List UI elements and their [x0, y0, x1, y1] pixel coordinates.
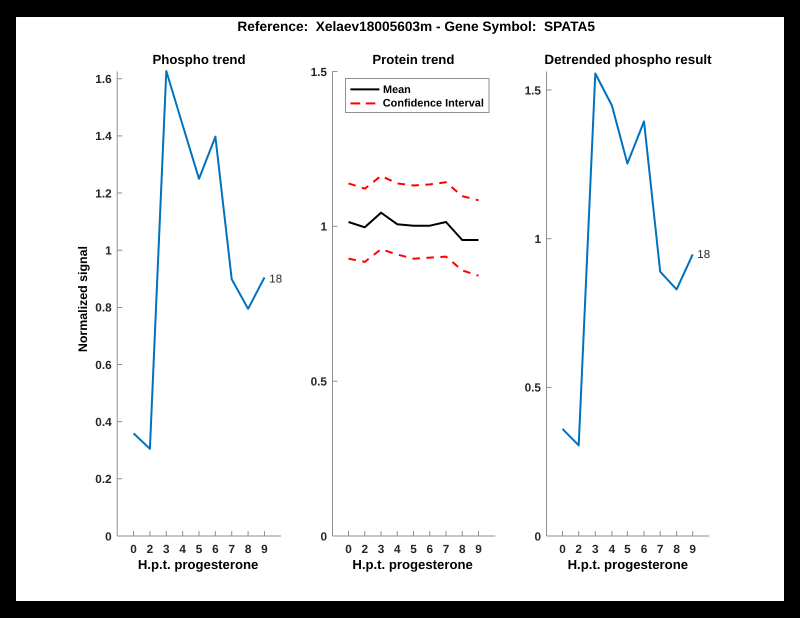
svg-text:9: 9	[475, 542, 482, 556]
svg-text:9: 9	[261, 542, 268, 556]
svg-text:1: 1	[534, 232, 541, 246]
svg-text:0.6: 0.6	[95, 358, 112, 372]
svg-text:Mean: Mean	[383, 84, 411, 96]
svg-text:1.6: 1.6	[95, 72, 112, 86]
svg-text:Reference: Xelaev18005603m -: Reference: Xelaev18005603m - Gene Symbol…	[237, 19, 595, 34]
svg-text:7: 7	[657, 542, 664, 556]
svg-text:4: 4	[179, 542, 186, 556]
svg-text:0.8: 0.8	[95, 301, 112, 315]
svg-text:18: 18	[269, 273, 282, 285]
svg-text:0: 0	[130, 542, 137, 556]
svg-text:3: 3	[378, 542, 385, 556]
svg-text:18: 18	[697, 249, 710, 261]
svg-text:0.5: 0.5	[311, 375, 328, 389]
svg-text:1.4: 1.4	[95, 129, 112, 143]
svg-text:5: 5	[624, 542, 631, 556]
svg-text:6: 6	[641, 542, 648, 556]
svg-text:2: 2	[575, 542, 582, 556]
svg-text:Detrended phospho result: Detrended phospho result	[544, 52, 712, 67]
svg-text:3: 3	[592, 542, 599, 556]
svg-text:0.2: 0.2	[95, 472, 112, 486]
svg-text:8: 8	[673, 542, 680, 556]
svg-text:H.p.t. progesterone: H.p.t. progesterone	[138, 557, 258, 572]
svg-text:0: 0	[534, 529, 541, 543]
svg-text:H.p.t. progesterone: H.p.t. progesterone	[352, 557, 472, 572]
svg-text:2: 2	[361, 542, 368, 556]
svg-text:4: 4	[394, 542, 401, 556]
svg-text:Protein trend: Protein trend	[372, 52, 454, 67]
svg-text:6: 6	[212, 542, 219, 556]
svg-text:7: 7	[228, 542, 235, 556]
svg-text:8: 8	[459, 542, 466, 556]
svg-text:0: 0	[105, 529, 112, 543]
svg-text:0.4: 0.4	[95, 415, 112, 429]
svg-text:5: 5	[410, 542, 417, 556]
svg-text:0.5: 0.5	[525, 381, 542, 395]
svg-text:8: 8	[245, 542, 252, 556]
svg-text:0: 0	[320, 529, 327, 543]
svg-text:7: 7	[443, 542, 450, 556]
svg-text:H.p.t. progesterone: H.p.t. progesterone	[568, 557, 688, 572]
svg-text:9: 9	[689, 542, 696, 556]
svg-text:5: 5	[196, 542, 203, 556]
svg-text:2: 2	[147, 542, 154, 556]
svg-text:3: 3	[163, 542, 170, 556]
svg-text:4: 4	[609, 542, 616, 556]
svg-text:Normalized signal: Normalized signal	[76, 246, 90, 352]
svg-text:1.2: 1.2	[95, 186, 112, 200]
svg-text:0: 0	[345, 542, 352, 556]
svg-text:1.5: 1.5	[311, 65, 328, 79]
svg-text:1: 1	[320, 220, 327, 234]
svg-text:Confidence Interval: Confidence Interval	[383, 97, 484, 109]
svg-text:6: 6	[426, 542, 433, 556]
svg-text:1: 1	[105, 244, 112, 258]
svg-text:Phospho trend: Phospho trend	[152, 52, 245, 67]
svg-text:1.5: 1.5	[525, 83, 542, 97]
svg-text:0: 0	[559, 542, 566, 556]
